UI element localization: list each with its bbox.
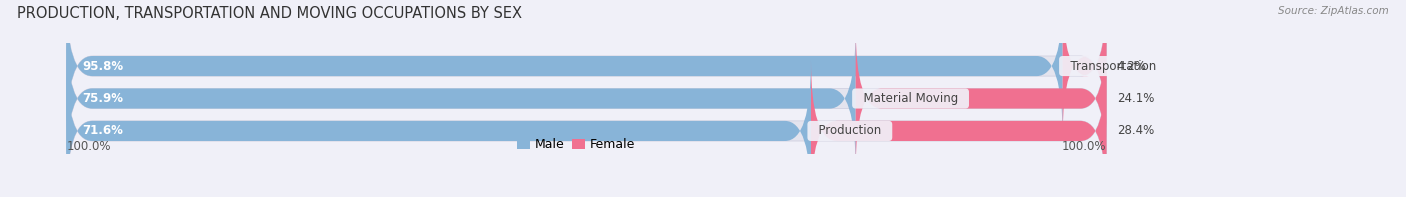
Text: 71.6%: 71.6% xyxy=(82,125,122,138)
Text: Production: Production xyxy=(811,125,889,138)
Text: PRODUCTION, TRANSPORTATION AND MOVING OCCUPATIONS BY SEX: PRODUCTION, TRANSPORTATION AND MOVING OC… xyxy=(17,6,522,21)
FancyBboxPatch shape xyxy=(66,27,1107,170)
Text: 75.9%: 75.9% xyxy=(82,92,122,105)
Text: 4.2%: 4.2% xyxy=(1116,59,1147,72)
FancyBboxPatch shape xyxy=(1063,0,1107,137)
Legend: Male, Female: Male, Female xyxy=(512,133,640,156)
Text: Transportation: Transportation xyxy=(1063,59,1163,72)
Text: 24.1%: 24.1% xyxy=(1116,92,1154,105)
FancyBboxPatch shape xyxy=(66,27,856,170)
FancyBboxPatch shape xyxy=(66,60,1107,197)
FancyBboxPatch shape xyxy=(856,27,1107,170)
Text: 28.4%: 28.4% xyxy=(1116,125,1154,138)
FancyBboxPatch shape xyxy=(66,60,811,197)
FancyBboxPatch shape xyxy=(811,60,1107,197)
Text: Material Moving: Material Moving xyxy=(856,92,966,105)
Text: 95.8%: 95.8% xyxy=(82,59,124,72)
FancyBboxPatch shape xyxy=(66,0,1063,137)
FancyBboxPatch shape xyxy=(66,0,1107,137)
Text: 100.0%: 100.0% xyxy=(66,140,111,153)
Text: 100.0%: 100.0% xyxy=(1062,140,1107,153)
Text: Source: ZipAtlas.com: Source: ZipAtlas.com xyxy=(1278,6,1389,16)
